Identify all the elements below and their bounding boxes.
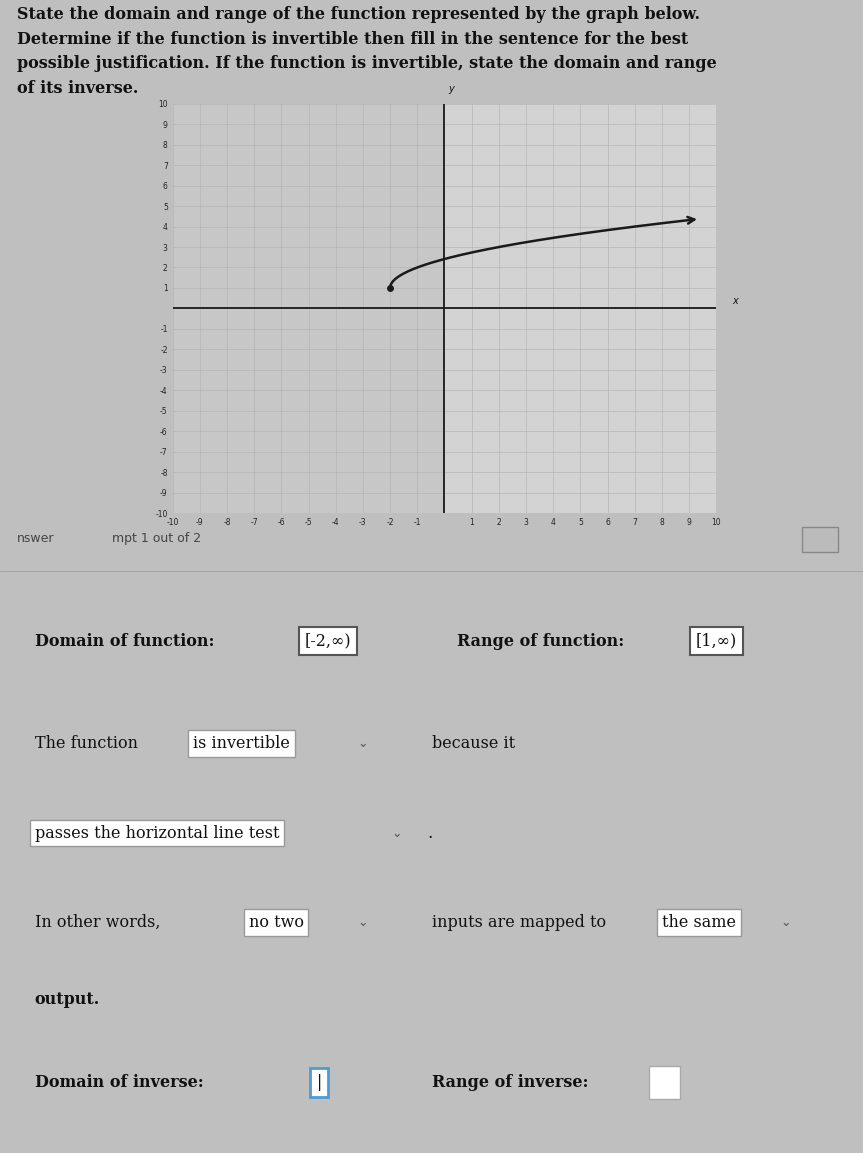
- Text: ⌄: ⌄: [392, 827, 402, 839]
- FancyBboxPatch shape: [802, 527, 838, 552]
- Text: y: y: [449, 84, 454, 95]
- Text: output.: output.: [35, 990, 100, 1008]
- Text: Range of inverse:: Range of inverse:: [432, 1075, 588, 1091]
- Text: In other words,: In other words,: [35, 914, 160, 932]
- Text: nswer: nswer: [17, 533, 54, 545]
- Text: [1,∞): [1,∞): [696, 633, 737, 649]
- Text: ⌄: ⌄: [357, 917, 368, 929]
- Text: .: .: [423, 824, 433, 842]
- Text: [-2,∞): [-2,∞): [305, 633, 351, 649]
- Text: the same: the same: [662, 914, 736, 932]
- Text: Range of function:: Range of function:: [457, 633, 625, 649]
- Text: inputs are mapped to: inputs are mapped to: [432, 914, 606, 932]
- Text: passes the horizontal line test: passes the horizontal line test: [35, 824, 279, 842]
- Text: The function: The function: [35, 734, 137, 752]
- Text: because it: because it: [432, 734, 514, 752]
- Text: mpt 1 out of 2: mpt 1 out of 2: [112, 533, 201, 545]
- Text: ⌄: ⌄: [780, 917, 791, 929]
- Text: Domain of function:: Domain of function:: [35, 633, 214, 649]
- Text: ⌄: ⌄: [357, 737, 368, 749]
- Text: State the domain and range of the function represented by the graph below.
Deter: State the domain and range of the functi…: [17, 6, 717, 97]
- Text: |: |: [317, 1075, 322, 1091]
- Text: no two: no two: [249, 914, 304, 932]
- Text: is invertible: is invertible: [193, 734, 290, 752]
- Text: x: x: [733, 296, 738, 307]
- Text: Domain of inverse:: Domain of inverse:: [35, 1075, 204, 1091]
- Bar: [444, 104, 744, 513]
